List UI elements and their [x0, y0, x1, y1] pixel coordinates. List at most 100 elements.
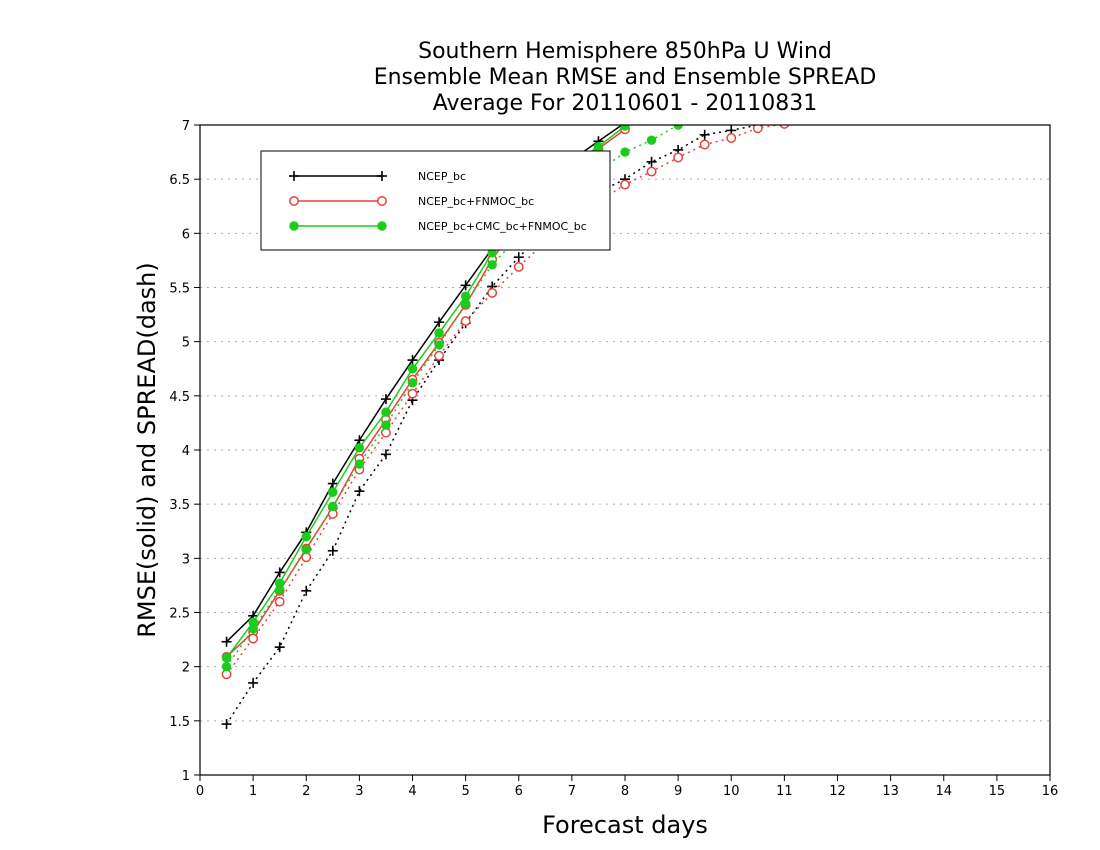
series-2-spread-point [354, 459, 365, 469]
legend-label: NCEP_bc+FNMOC_bc [418, 195, 534, 208]
y-tick-label: 1 [182, 769, 190, 784]
series-2-spread-point [221, 661, 232, 672]
x-tick-label: 2 [302, 784, 310, 799]
title-line: Ensemble Mean RMSE and Ensemble SPREAD [374, 65, 877, 90]
y-tick-label: 4.5 [169, 390, 190, 405]
axes [194, 124, 1051, 781]
title-line: Average For 20110601 - 20110831 [433, 91, 818, 116]
legend-marker [377, 221, 387, 231]
y-tick-label: 3 [182, 552, 190, 567]
series-2-spread-point [381, 420, 391, 430]
series-2-spread-point [248, 624, 258, 634]
legend-marker [289, 196, 299, 206]
series-0-rmse-point [327, 478, 338, 489]
title-line: Southern Hemisphere 850hPa U Wind [418, 39, 832, 64]
x-tick-label: 4 [408, 784, 416, 799]
series-0-spread-point [699, 129, 710, 140]
series-2-rmse-point [328, 487, 338, 497]
legend-marker [377, 171, 387, 181]
series-0-rmse-point [274, 567, 285, 578]
series-2-rmse-point [620, 125, 630, 131]
series-0-rmse-point [460, 280, 471, 291]
legend-label: NCEP_bc [418, 170, 466, 183]
y-tick-label: 4 [182, 444, 190, 459]
grid-lines [200, 178, 1050, 722]
series-2-rmse-point [221, 653, 232, 663]
x-tick-label: 5 [461, 784, 469, 799]
legend-marker [377, 196, 387, 206]
y-tick-label: 7 [182, 119, 190, 134]
series-1-spread-point [752, 125, 763, 134]
series-0-rmse-point [434, 317, 445, 328]
series-1-spread-point [274, 596, 285, 607]
series-2-spread-point [460, 299, 471, 309]
series-1-spread-point [487, 287, 498, 298]
series-1-spread-point [434, 350, 445, 361]
x-tick-label: 1 [249, 784, 257, 799]
tick-labels: 0 1 2 3 4 5 6 7 8 9 10 11 12 13 14 15 1611.522.533.544.5… [169, 119, 1058, 799]
series-1-spread-point [779, 125, 790, 129]
series-2-spread-line [225, 125, 679, 668]
series-2-rmse-point [381, 407, 391, 417]
series-0-spread-line [225, 125, 768, 725]
x-tick-label: 0 [196, 784, 204, 799]
series-0-spread-point [513, 252, 524, 263]
series-0-spread-point [301, 585, 312, 596]
y-tick-label: 3.5 [169, 498, 190, 513]
series-0-spread-point [327, 545, 338, 556]
series-0-spread-point [380, 449, 391, 460]
series-2-spread-point [274, 585, 285, 595]
series-0-rmse-point [380, 394, 391, 405]
x-tick-label: 15 [989, 784, 1006, 799]
series-0-spread-point [274, 642, 285, 653]
series-1-spread-point [699, 139, 710, 150]
x-axis-label: Forecast days [542, 811, 708, 839]
series-2-spread-point [434, 340, 444, 350]
series-0-rmse-point [407, 355, 418, 366]
x-tick-label: 3 [355, 784, 363, 799]
series-1-spread-point [513, 261, 524, 272]
y-tick-label: 6 [182, 227, 190, 242]
x-tick-label: 16 [1042, 784, 1059, 799]
series-0-spread-point [221, 719, 232, 730]
series-1-spread-point [673, 152, 684, 163]
legend-label: NCEP_bc+CMC_bc+FNMOC_bc [418, 220, 587, 233]
series-1-spread-point [646, 166, 657, 177]
legend-marker [289, 221, 299, 231]
series-2-rmse-point [434, 328, 444, 338]
y-axis-label: RMSE(solid) and SPREAD(dash) [133, 262, 161, 638]
x-tick-label: 10 [723, 784, 740, 799]
series-2-rmse-point [407, 364, 418, 374]
legend-marker [289, 171, 299, 181]
x-tick-label: 6 [515, 784, 523, 799]
y-tick-label: 5.5 [169, 282, 190, 297]
x-tick-label: 13 [882, 784, 899, 799]
series-2-spread-point [646, 135, 657, 145]
series-2-rmse-point [301, 531, 311, 542]
y-tick-label: 5 [182, 336, 190, 351]
x-tick-label: 8 [621, 784, 629, 799]
series-2-spread-point [407, 378, 418, 388]
y-tick-label: 2 [182, 661, 190, 676]
legend: NCEP_bc NCEP_bc+FNMOC_bc NCEP_bc+CMC_bc+FN… [260, 150, 611, 251]
series-1-spread-point [620, 179, 630, 190]
y-tick-label: 6.5 [169, 173, 190, 188]
x-tick-label: 11 [776, 784, 793, 799]
series-2-spread-point [487, 260, 497, 270]
series-2-spread-point [620, 147, 630, 157]
y-tick-label: 2.5 [169, 607, 190, 622]
x-tick-label: 12 [829, 784, 846, 799]
series-1-spread-point [248, 633, 259, 644]
series-2-spread-point [301, 544, 311, 555]
series-0-spread-point [646, 156, 657, 167]
series-2-spread-point [328, 501, 338, 512]
y-tick-label: 1.5 [169, 715, 190, 730]
series-0-rmse-point [221, 636, 232, 647]
x-tick-label: 9 [674, 784, 682, 799]
series-0-spread-point [248, 677, 259, 688]
series-2-rmse-point [593, 141, 604, 152]
x-tick-label: 14 [935, 784, 952, 799]
series-1-spread-point [726, 133, 737, 143]
x-tick-label: 7 [568, 784, 576, 799]
